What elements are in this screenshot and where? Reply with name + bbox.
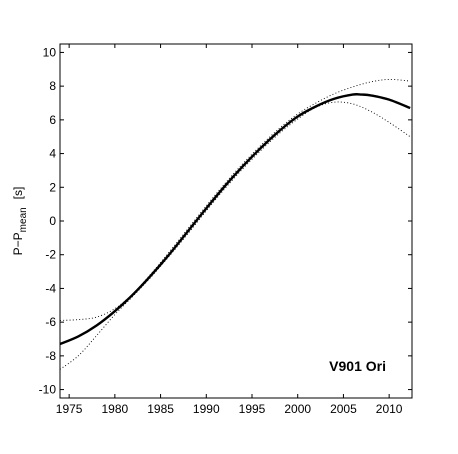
series-line-bound-1	[59, 78, 411, 321]
y-tick-label: 2	[49, 180, 56, 194]
x-axis-ticks: 1975 1980 1985 1990 1995 2000 2005 2010	[56, 44, 403, 416]
x-tick-label: 1975	[56, 402, 83, 416]
annotation-star-name: V901 Ori	[329, 358, 386, 374]
plot-area	[59, 43, 413, 399]
y-tick-label: -8	[45, 349, 56, 363]
y-axis-label-main: P−P	[11, 232, 25, 255]
x-tick-label: 2005	[330, 402, 357, 416]
y-axis-label-unit: [s]	[11, 187, 25, 200]
y-axis-label-subscript: mean	[18, 207, 29, 232]
x-tick-label: 1990	[193, 402, 220, 416]
series-layer	[59, 78, 411, 370]
x-tick-label: 1985	[147, 402, 174, 416]
series-line-fit	[59, 93, 411, 346]
y-tick-label: -2	[45, 248, 56, 262]
x-tick-label: 2010	[376, 402, 403, 416]
y-axis-label: P−Pmean [s]	[11, 187, 29, 256]
y-tick-label: -10	[39, 383, 57, 397]
y-tick-label: 8	[49, 79, 56, 93]
y-tick-label: 6	[49, 113, 56, 127]
y-tick-label: -4	[45, 281, 56, 295]
y-axis-ticks: -10 -8 -6 -4 -2 0 2 4 6 8 10	[39, 45, 412, 397]
x-tick-label: 1995	[239, 402, 266, 416]
x-tick-label: 2000	[284, 402, 311, 416]
y-tick-label: 0	[49, 214, 56, 228]
y-tick-label: -6	[45, 315, 56, 329]
series-line-bound-2	[59, 101, 411, 370]
y-tick-label: 10	[43, 45, 57, 59]
x-tick-label: 1980	[102, 402, 129, 416]
y-tick-label: 4	[49, 147, 56, 161]
